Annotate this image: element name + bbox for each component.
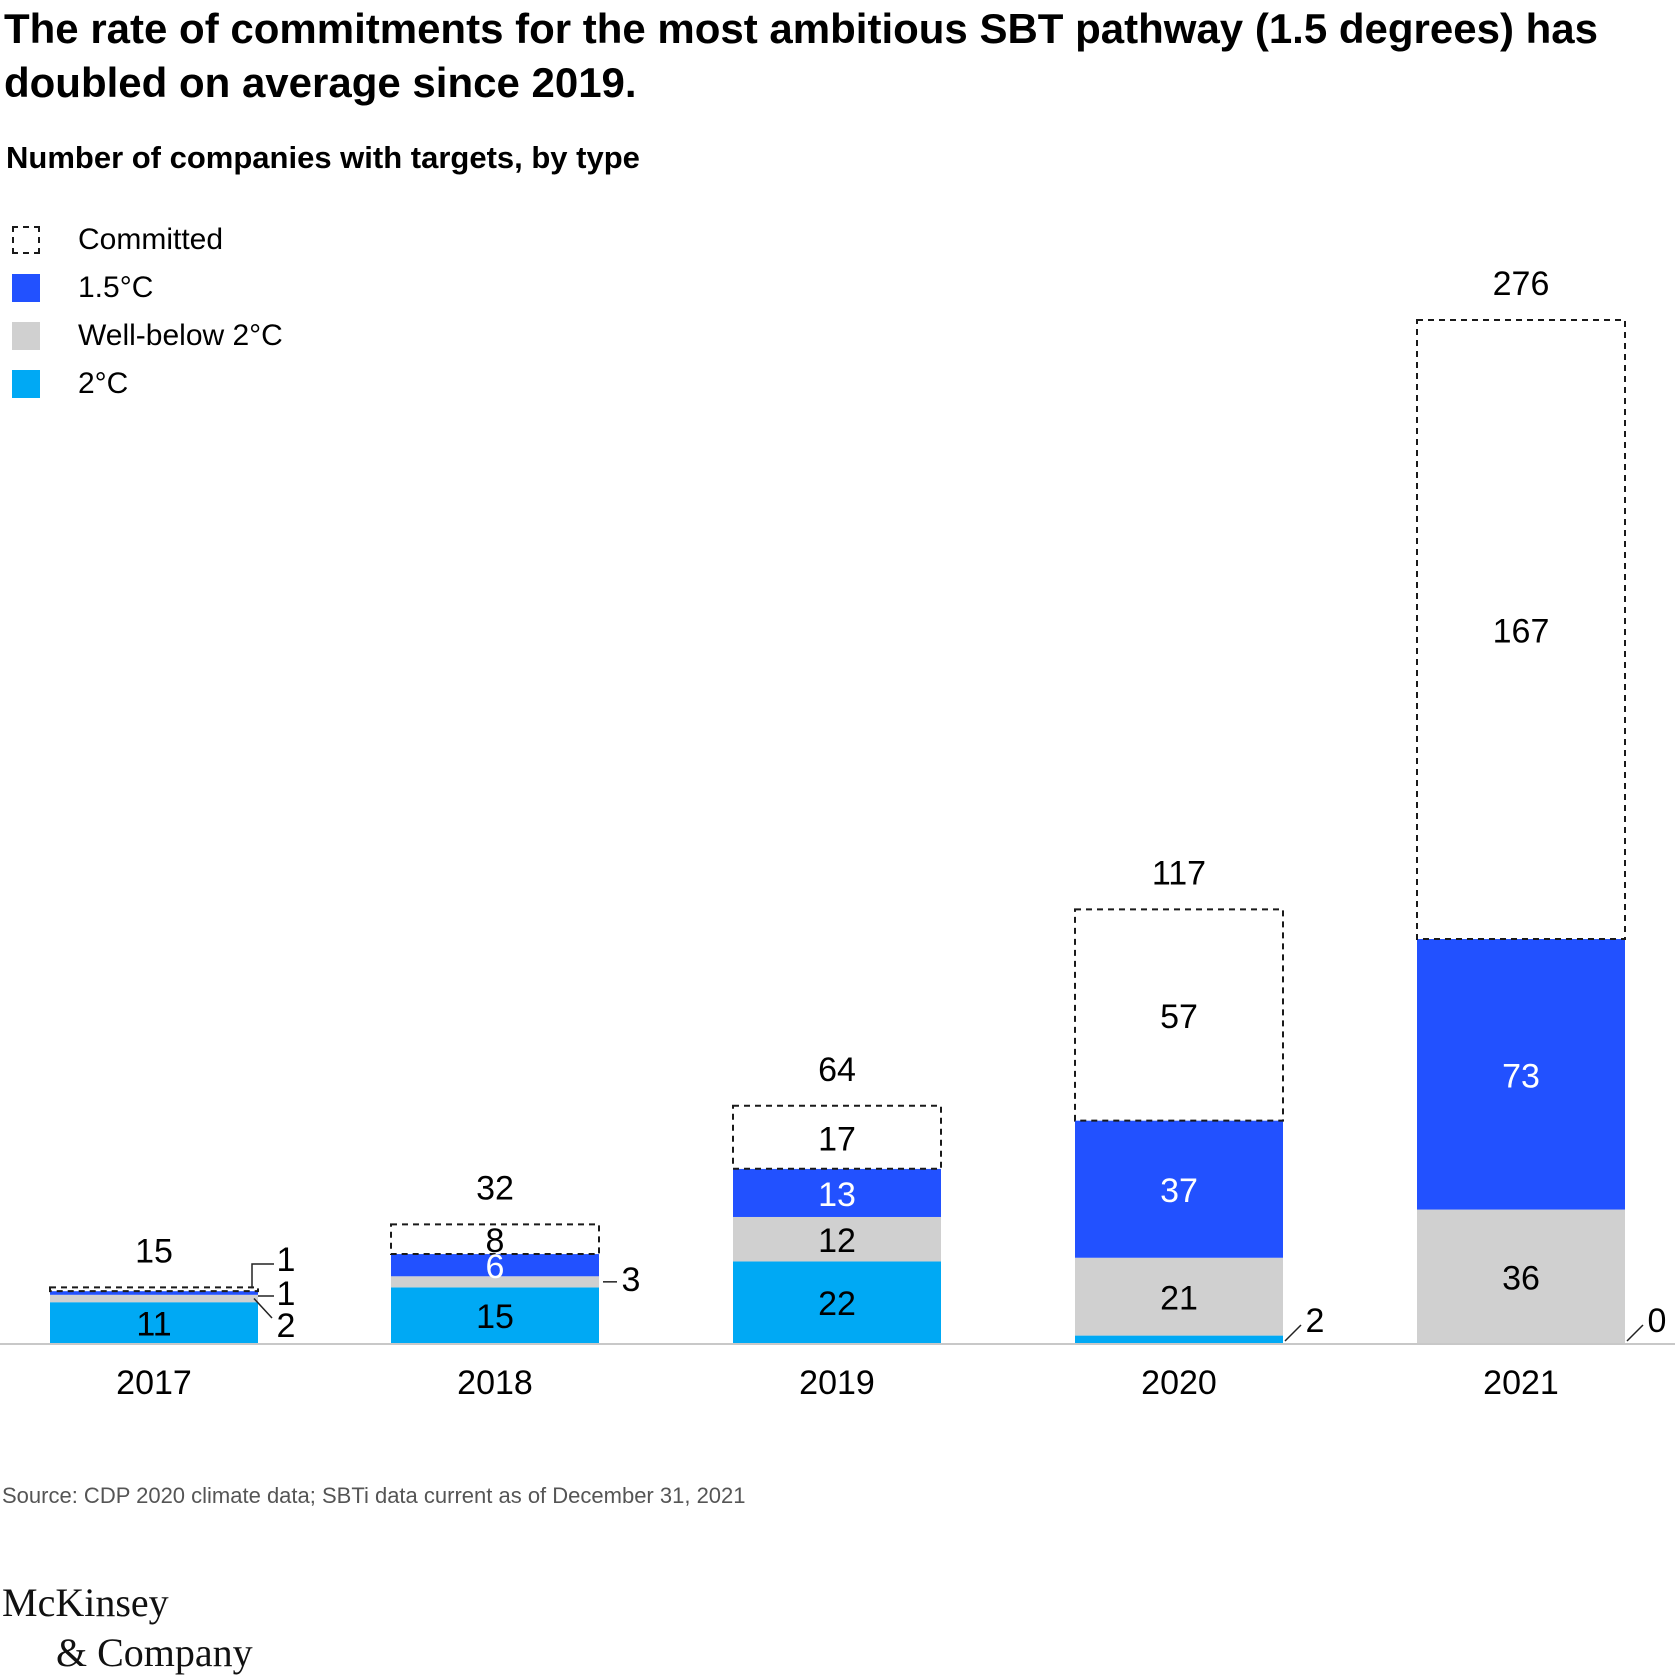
label-c2-2021: 0 <box>1648 1302 1667 1340</box>
x-tick-label-2019: 2019 <box>799 1364 875 1402</box>
stacked-bar-chart: 11 21115201715368322018221213176420192213… <box>0 265 1675 1402</box>
total-label-2021: 276 <box>1493 265 1550 303</box>
label-committed-2017: 1 <box>277 1241 296 1279</box>
bar-c2-2020 <box>1075 1335 1283 1343</box>
bar-c2-2019 <box>733 1261 941 1343</box>
label-c15-2019: 13 <box>818 1176 856 1214</box>
bar-wb2-2021 <box>1417 1209 1625 1343</box>
bar-committed-2018 <box>390 1223 600 1256</box>
label-c2-2020: 2 <box>1306 1302 1325 1340</box>
label-c2-2019: 22 <box>818 1285 856 1323</box>
chart-title: The rate of commitments for the most amb… <box>4 5 1598 106</box>
label-wb2-2017: 2 <box>277 1307 296 1345</box>
x-tick-label-2020: 2020 <box>1141 1364 1217 1402</box>
chart-subtitle: Number of companies with targets, by typ… <box>6 140 640 175</box>
total-label-2020: 117 <box>1152 854 1206 892</box>
bar-c2-2017 <box>50 1302 258 1343</box>
leader-label-c2-2021 <box>1626 1324 1644 1342</box>
bar-wb2-2020 <box>1075 1257 1283 1336</box>
label-c15-2018: 6 <box>486 1248 505 1286</box>
leader-label-wb2-2017 <box>253 1298 273 1319</box>
label-wb2-2018: 3 <box>622 1261 641 1299</box>
legend-item-1-5c: 1.5°C <box>12 264 283 312</box>
label-committed-2019: 17 <box>818 1120 856 1158</box>
bar-wb2-2018 <box>391 1276 599 1288</box>
bar-committed-2021 <box>1416 319 1626 940</box>
label-wb2-2021: 36 <box>1502 1259 1540 1297</box>
bar-committed-2019 <box>732 1104 942 1170</box>
bar-c15-2019 <box>733 1168 941 1217</box>
bar-c15-2017 <box>50 1291 258 1295</box>
legend-swatch-1-5c <box>12 274 40 302</box>
x-tick-label-2018: 2018 <box>457 1364 533 1402</box>
label-c2-2018: 15 <box>476 1298 514 1336</box>
legend-swatch-committed <box>12 226 40 254</box>
legend: Committed 1.5°C Well-below 2°C 2°C <box>12 216 283 408</box>
source-note: Source: CDP 2020 climate data; SBTi data… <box>2 1483 746 1508</box>
bar-c15-2018 <box>391 1254 599 1277</box>
legend-label-well-below-2c: Well-below 2°C <box>78 319 283 352</box>
bar-c15-2021 <box>1417 938 1625 1210</box>
logo-line-1: McKinsey <box>2 1580 169 1625</box>
bar-wb2-2019 <box>733 1216 941 1262</box>
label-committed-2020: 57 <box>1160 998 1198 1036</box>
legend-label-committed: Committed <box>78 223 224 256</box>
bar-c2-2018 <box>391 1287 599 1343</box>
label-committed-2018: 8 <box>486 1222 505 1260</box>
label-c2-2017: 11 <box>136 1306 171 1344</box>
bar-committed-2017 <box>49 1286 259 1293</box>
legend-item-committed: Committed <box>12 216 283 264</box>
total-label-2017: 15 <box>135 1232 173 1270</box>
x-tick-label-2017: 2017 <box>116 1364 192 1402</box>
x-tick-label-2021: 2021 <box>1483 1364 1559 1402</box>
label-wb2-2020: 21 <box>1160 1280 1198 1318</box>
label-committed-2021: 167 <box>1493 612 1550 650</box>
bar-committed-2020 <box>1074 908 1284 1122</box>
legend-item-well-below-2c: Well-below 2°C <box>12 312 283 360</box>
label-wb2-2019: 12 <box>818 1222 856 1260</box>
logo-line-2: & Company <box>56 1630 253 1675</box>
label-c15-2017: 1 <box>277 1275 296 1313</box>
bar-wb2-2017 <box>50 1294 258 1303</box>
bar-c15-2020 <box>1075 1120 1283 1258</box>
legend-item-2c: 2°C <box>12 360 283 408</box>
leader-label-committed-2017 <box>251 1263 274 1289</box>
legend-label-2c: 2°C <box>78 367 129 400</box>
label-c15-2020: 37 <box>1160 1172 1198 1210</box>
mckinsey-logo: McKinsey & Company <box>2 1578 253 1678</box>
legend-swatch-2c <box>12 370 40 398</box>
leader-label-c2-2020 <box>1284 1324 1302 1342</box>
label-c15-2021: 73 <box>1502 1057 1540 1095</box>
legend-swatch-well-below-2c <box>12 322 40 350</box>
total-label-2018: 32 <box>476 1169 514 1207</box>
legend-label-1-5c: 1.5°C <box>78 271 154 304</box>
total-label-2019: 64 <box>818 1051 856 1089</box>
